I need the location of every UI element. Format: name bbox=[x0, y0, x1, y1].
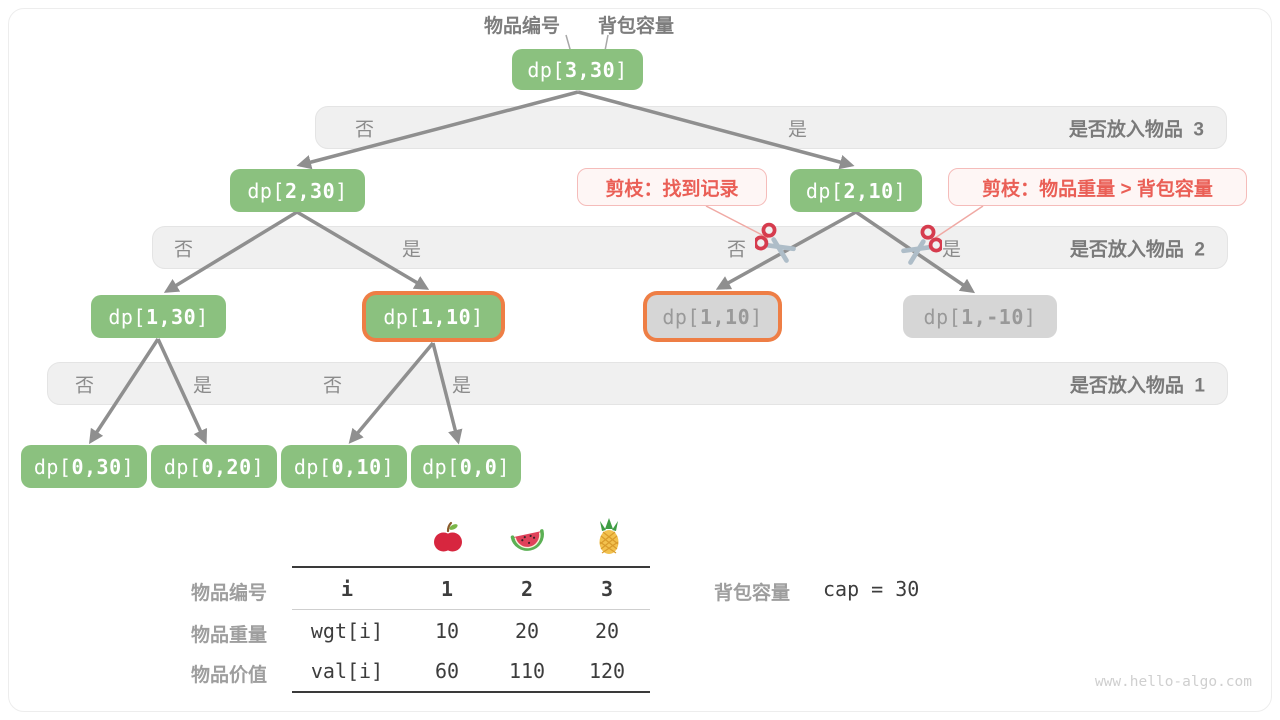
node-value: 0,30 bbox=[71, 454, 122, 479]
node-value: 1,-10 bbox=[961, 304, 1024, 329]
node-text: dp[ bbox=[33, 454, 72, 479]
node-text: ] bbox=[471, 304, 484, 329]
node-text: dp[ bbox=[163, 454, 202, 479]
node-text: dp[ bbox=[923, 304, 962, 329]
node-text: ] bbox=[750, 304, 763, 329]
table-weight-2: 20 bbox=[514, 619, 540, 643]
row-label-item-weight: 物品重量 bbox=[190, 625, 267, 646]
node-value: 0,0 bbox=[459, 454, 498, 479]
dp-node-0-30: dp[0,30] bbox=[21, 445, 147, 488]
band-option-no: 否 bbox=[355, 119, 375, 140]
dp-node-1-10-highlighted: dp[1,10] bbox=[366, 295, 501, 338]
table-header-3: 3 bbox=[600, 577, 614, 601]
node-value: 2,30 bbox=[284, 178, 336, 203]
table-weight-1: 10 bbox=[434, 619, 460, 643]
table-value-key: val[i] bbox=[310, 659, 384, 683]
node-text: dp[ bbox=[527, 57, 565, 82]
scissors-icon bbox=[755, 222, 796, 263]
band-option-yes: 是 bbox=[193, 375, 213, 396]
dp-node-3-30: dp[3,30] bbox=[512, 49, 643, 90]
dp-node-0-10: dp[0,10] bbox=[281, 445, 407, 488]
node-text: dp[ bbox=[383, 304, 421, 329]
capacity-annotation-value: cap = 30 bbox=[823, 577, 920, 601]
table-header-1: 1 bbox=[440, 577, 454, 601]
table-header-2: 2 bbox=[520, 577, 534, 601]
table-value-2: 110 bbox=[508, 659, 546, 683]
table-top-rule bbox=[292, 566, 650, 568]
node-text: ] bbox=[615, 57, 628, 82]
band-option-yes: 是 bbox=[942, 239, 962, 260]
node-text: ] bbox=[381, 454, 395, 479]
node-value: 2,10 bbox=[843, 178, 894, 203]
node-value: 3,30 bbox=[564, 57, 616, 82]
node-value: 1,30 bbox=[145, 304, 197, 329]
node-value: 0,10 bbox=[331, 454, 382, 479]
band-option-no: 否 bbox=[75, 375, 95, 396]
node-text: ] bbox=[251, 454, 265, 479]
apple-icon bbox=[434, 521, 462, 552]
dp-node-1-30: dp[1,30] bbox=[91, 295, 226, 338]
band-option-yes: 是 bbox=[452, 375, 472, 396]
node-text: ] bbox=[335, 178, 348, 203]
node-value: 0,20 bbox=[201, 454, 252, 479]
node-text: ] bbox=[196, 304, 209, 329]
prune-callout-overweight: 剪枝：物品重量 > 背包容量 bbox=[948, 168, 1247, 206]
watermark: www.hello-algo.com bbox=[1094, 674, 1252, 690]
node-value: 1,10 bbox=[699, 304, 751, 329]
scissors-icon bbox=[901, 224, 942, 265]
band-title: 是否放入物品 3 bbox=[1068, 119, 1204, 140]
item-index-label: 物品编号 bbox=[484, 16, 561, 37]
table-header-i: i bbox=[340, 577, 354, 601]
node-value: 1,10 bbox=[420, 304, 472, 329]
decision-band-item-1: 否 是 否 是 是否放入物品 1 bbox=[47, 362, 1228, 405]
dp-node-1-neg10-pruned: dp[1,-10] bbox=[903, 295, 1057, 338]
prune-text: 剪枝：找到记录 bbox=[605, 178, 739, 200]
table-value-3: 120 bbox=[588, 659, 626, 683]
row-label-item-value: 物品价值 bbox=[190, 665, 267, 686]
watermelon-icon bbox=[510, 529, 544, 551]
band-option-no: 否 bbox=[323, 375, 343, 396]
node-text: dp[ bbox=[805, 178, 844, 203]
dp-node-0-20: dp[0,20] bbox=[151, 445, 277, 488]
table-bottom-rule bbox=[292, 691, 650, 693]
node-text: ] bbox=[121, 454, 135, 479]
dp-node-2-10: dp[2,10] bbox=[790, 169, 922, 212]
table-weight-3: 20 bbox=[594, 619, 620, 643]
node-text: dp[ bbox=[422, 454, 460, 479]
band-option-no: 否 bbox=[727, 239, 747, 260]
node-text: ] bbox=[1023, 304, 1037, 329]
band-option-yes: 是 bbox=[788, 119, 808, 140]
pineapple-icon bbox=[599, 518, 619, 554]
capacity-annotation-label: 背包容量 bbox=[713, 583, 790, 604]
node-text: dp[ bbox=[108, 304, 146, 329]
band-title: 是否放入物品 2 bbox=[1069, 239, 1205, 260]
capacity-label: 背包容量 bbox=[598, 16, 675, 37]
table-header-rule bbox=[292, 609, 650, 610]
prune-text: 剪枝：物品重量 > 背包容量 bbox=[982, 178, 1213, 200]
band-option-no: 否 bbox=[174, 239, 194, 260]
dp-node-2-30: dp[2,30] bbox=[230, 169, 365, 212]
node-text: dp[ bbox=[293, 454, 332, 479]
dp-node-0-0: dp[0,0] bbox=[411, 445, 521, 488]
band-title: 是否放入物品 1 bbox=[1069, 375, 1205, 396]
row-label-item-index: 物品编号 bbox=[190, 583, 267, 604]
prune-callout-found-record: 剪枝：找到记录 bbox=[577, 168, 767, 206]
table-value-1: 60 bbox=[434, 659, 460, 683]
band-option-yes: 是 bbox=[402, 239, 422, 260]
table-weight-key: wgt[i] bbox=[310, 619, 384, 643]
node-text: ] bbox=[497, 454, 510, 479]
node-text: ] bbox=[893, 178, 907, 203]
node-text: dp[ bbox=[247, 178, 285, 203]
dp-node-1-10-memoized: dp[1,10] bbox=[647, 295, 778, 338]
node-text: dp[ bbox=[662, 304, 700, 329]
